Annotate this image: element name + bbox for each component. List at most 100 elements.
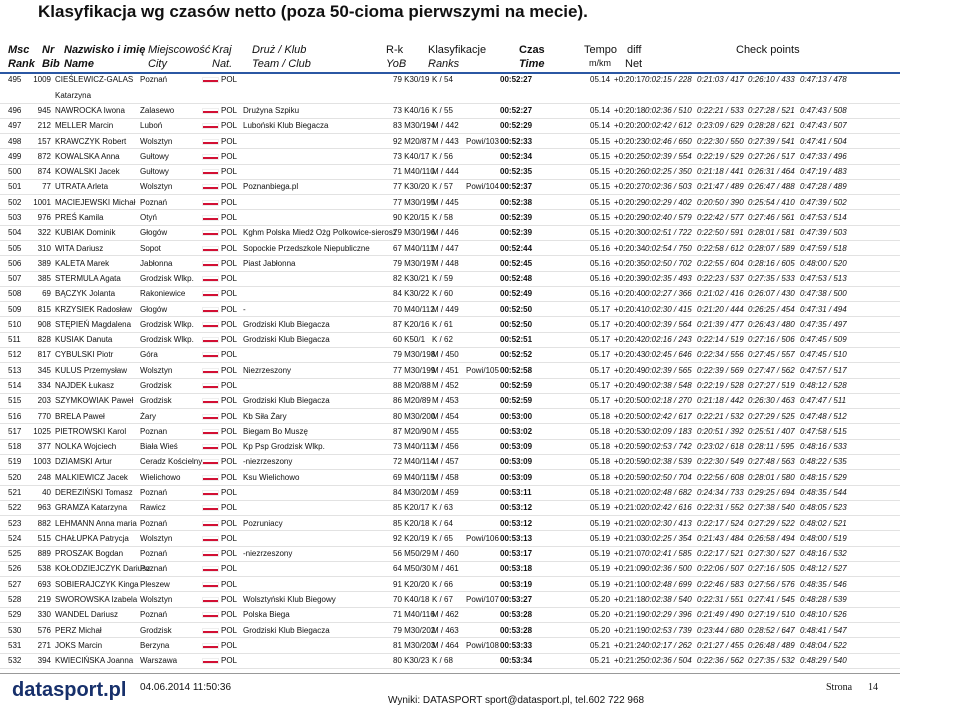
cell-name: KRAWCZYK Robert — [55, 136, 127, 146]
row-separator — [0, 255, 900, 257]
cell-cls: K / 66 — [432, 579, 453, 589]
cell-checkpoint: 0:26:10 / 433 — [748, 75, 795, 84]
cell-checkpoint: 0:26:31 / 464 — [748, 167, 795, 177]
cell-nat: POL — [221, 518, 238, 528]
cell-checkpoint: 0:27:46 / 561 — [748, 212, 795, 222]
row-separator — [0, 515, 900, 517]
cell-bib: 77 — [42, 182, 51, 192]
cell-time: 00:53:27 — [500, 594, 533, 604]
cell-diff: +0:21:09 — [614, 564, 646, 574]
cell-nat: POL — [221, 549, 238, 559]
cell-nat: POL — [221, 274, 238, 284]
cell-cls: M / 450 — [432, 350, 459, 360]
cell-bib: 976 — [37, 212, 51, 222]
cell-nat: POL — [221, 151, 238, 161]
cell-bib: 908 — [37, 319, 51, 329]
cell-club: Biegam Bo Muszę — [243, 426, 308, 436]
flag-icon — [202, 230, 219, 237]
cell-cls: M / 463 — [432, 625, 459, 635]
cell-diff: +0:20:35 — [614, 258, 646, 268]
cell-checkpoint: 0:21:03 / 417 — [697, 75, 744, 84]
cell-club: Sopockie Przedszkole Niepubliczne — [243, 243, 370, 253]
cell-cls: K / 57 — [432, 182, 453, 192]
cell-pace: 05.21 — [590, 640, 611, 650]
cell-checkpoint: 0:47:33 / 496 — [800, 151, 847, 161]
cell-checkpoint: 0:48:04 / 522 — [800, 640, 847, 650]
cell-pace: 05.16 — [590, 289, 611, 299]
cell-checkpoint: 0:21:39 / 477 — [697, 319, 744, 329]
flag-icon — [202, 367, 219, 374]
cell-pace: 05.20 — [590, 625, 611, 635]
cell-checkpoint: 0:47:31 / 494 — [800, 304, 847, 314]
cell-checkpoint: 0:02:38 / 548 — [645, 381, 692, 391]
cell-bib: 377 — [37, 442, 51, 452]
cell-cls: K / 56 — [432, 151, 453, 161]
cell-checkpoint: 0:48:35 / 544 — [800, 488, 847, 497]
cell-checkpoint: 0:26:07 / 430 — [748, 289, 795, 299]
cell-checkpoint: 0:48:29 / 540 — [800, 656, 847, 666]
cell-cls: K / 67 — [432, 594, 453, 604]
cell-checkpoint: 0:22:55 / 604 — [697, 258, 744, 268]
cell-cls: M / 457 — [432, 457, 459, 467]
cell-club: Drużyna Szpiku — [243, 106, 300, 115]
cell-checkpoint: 0:48:16 / 533 — [800, 442, 847, 452]
cell-checkpoint: 0:22:14 / 519 — [697, 335, 744, 345]
cell-diff: +0:21:02 — [614, 518, 646, 528]
cell-pace: 05.15 — [590, 182, 611, 192]
cell-pace: 05.15 — [590, 167, 611, 177]
row-separator — [0, 301, 900, 303]
cell-checkpoint: 0:02:36 / 510 — [645, 106, 692, 115]
cell-bib: 576 — [37, 625, 51, 635]
cell-rank: 496 — [8, 106, 22, 115]
cell-checkpoint: 0:47:45 / 510 — [800, 350, 847, 360]
cell-time: 00:52:33 — [500, 136, 533, 146]
flag-icon — [202, 535, 219, 542]
cell-cls: M / 462 — [432, 610, 459, 620]
cell-nat: POL — [221, 197, 238, 207]
flag-icon — [202, 245, 219, 252]
cell-rank: 507 — [8, 274, 22, 284]
cell-checkpoint: 0:22:50 / 591 — [697, 228, 744, 238]
cell-diff: +0:20:59 — [614, 457, 646, 467]
cell-club: Grodziski Klub Biegacza — [243, 625, 330, 635]
cell-city: Poznań — [140, 197, 168, 207]
cell-pace: 05.19 — [590, 549, 611, 559]
cell-checkpoint: 0:47:19 / 483 — [800, 167, 847, 177]
row-separator — [0, 346, 900, 348]
row-separator — [0, 652, 900, 654]
cell-checkpoint: 0:22:36 / 562 — [697, 656, 744, 666]
cell-time: 00:52:38 — [500, 197, 533, 207]
column-subheader: Team / Club — [252, 58, 311, 70]
cell-cls: K / 59 — [432, 274, 453, 284]
cell-cls: K / 58 — [432, 212, 453, 222]
cell-checkpoint: 0:02:50 / 704 — [645, 472, 692, 482]
cell-checkpoint: 0:47:59 / 518 — [800, 243, 847, 253]
row-separator — [0, 576, 900, 578]
cell-checkpoint: 0:48:41 / 547 — [800, 625, 847, 635]
cell-yob: 90 K20/15 — [393, 212, 430, 222]
cell-yob: 73 K40/17 — [393, 151, 430, 161]
cell-pace: 05.18 — [590, 426, 611, 436]
cell-city: Poznań — [140, 549, 168, 559]
cell-nat: POL — [221, 304, 238, 314]
cell-nat: POL — [221, 472, 238, 482]
cell-checkpoint: 0:27:27 / 519 — [748, 381, 795, 391]
cell-cls: K / 60 — [432, 289, 453, 299]
flag-icon — [202, 306, 219, 313]
cell-cls: M / 447 — [432, 243, 459, 253]
cell-city: Poznań — [140, 610, 168, 620]
cell-checkpoint: 0:22:19 / 529 — [697, 151, 744, 161]
cell-checkpoint: 0:47:53 / 513 — [800, 274, 847, 284]
cell-pace: 05.18 — [590, 442, 611, 452]
cell-pace: 05.15 — [590, 212, 611, 222]
cell-rank: 521 — [8, 488, 22, 497]
cell-yob: 70 K40/18 — [393, 594, 430, 604]
cell-club: Grodziski Klub Biegacza — [243, 319, 330, 329]
cell-checkpoint: 0:02:29 / 402 — [645, 197, 692, 207]
row-separator — [0, 667, 900, 669]
cell-bib: 815 — [37, 304, 51, 314]
cell-club: Polska Biega — [243, 610, 290, 620]
cell-diff: +0:20:42 — [614, 335, 646, 345]
page-title: Klasyfikacja wg czasów netto (poza 50-ci… — [38, 2, 588, 21]
cell-checkpoint: 0:21:49 / 490 — [697, 610, 744, 620]
